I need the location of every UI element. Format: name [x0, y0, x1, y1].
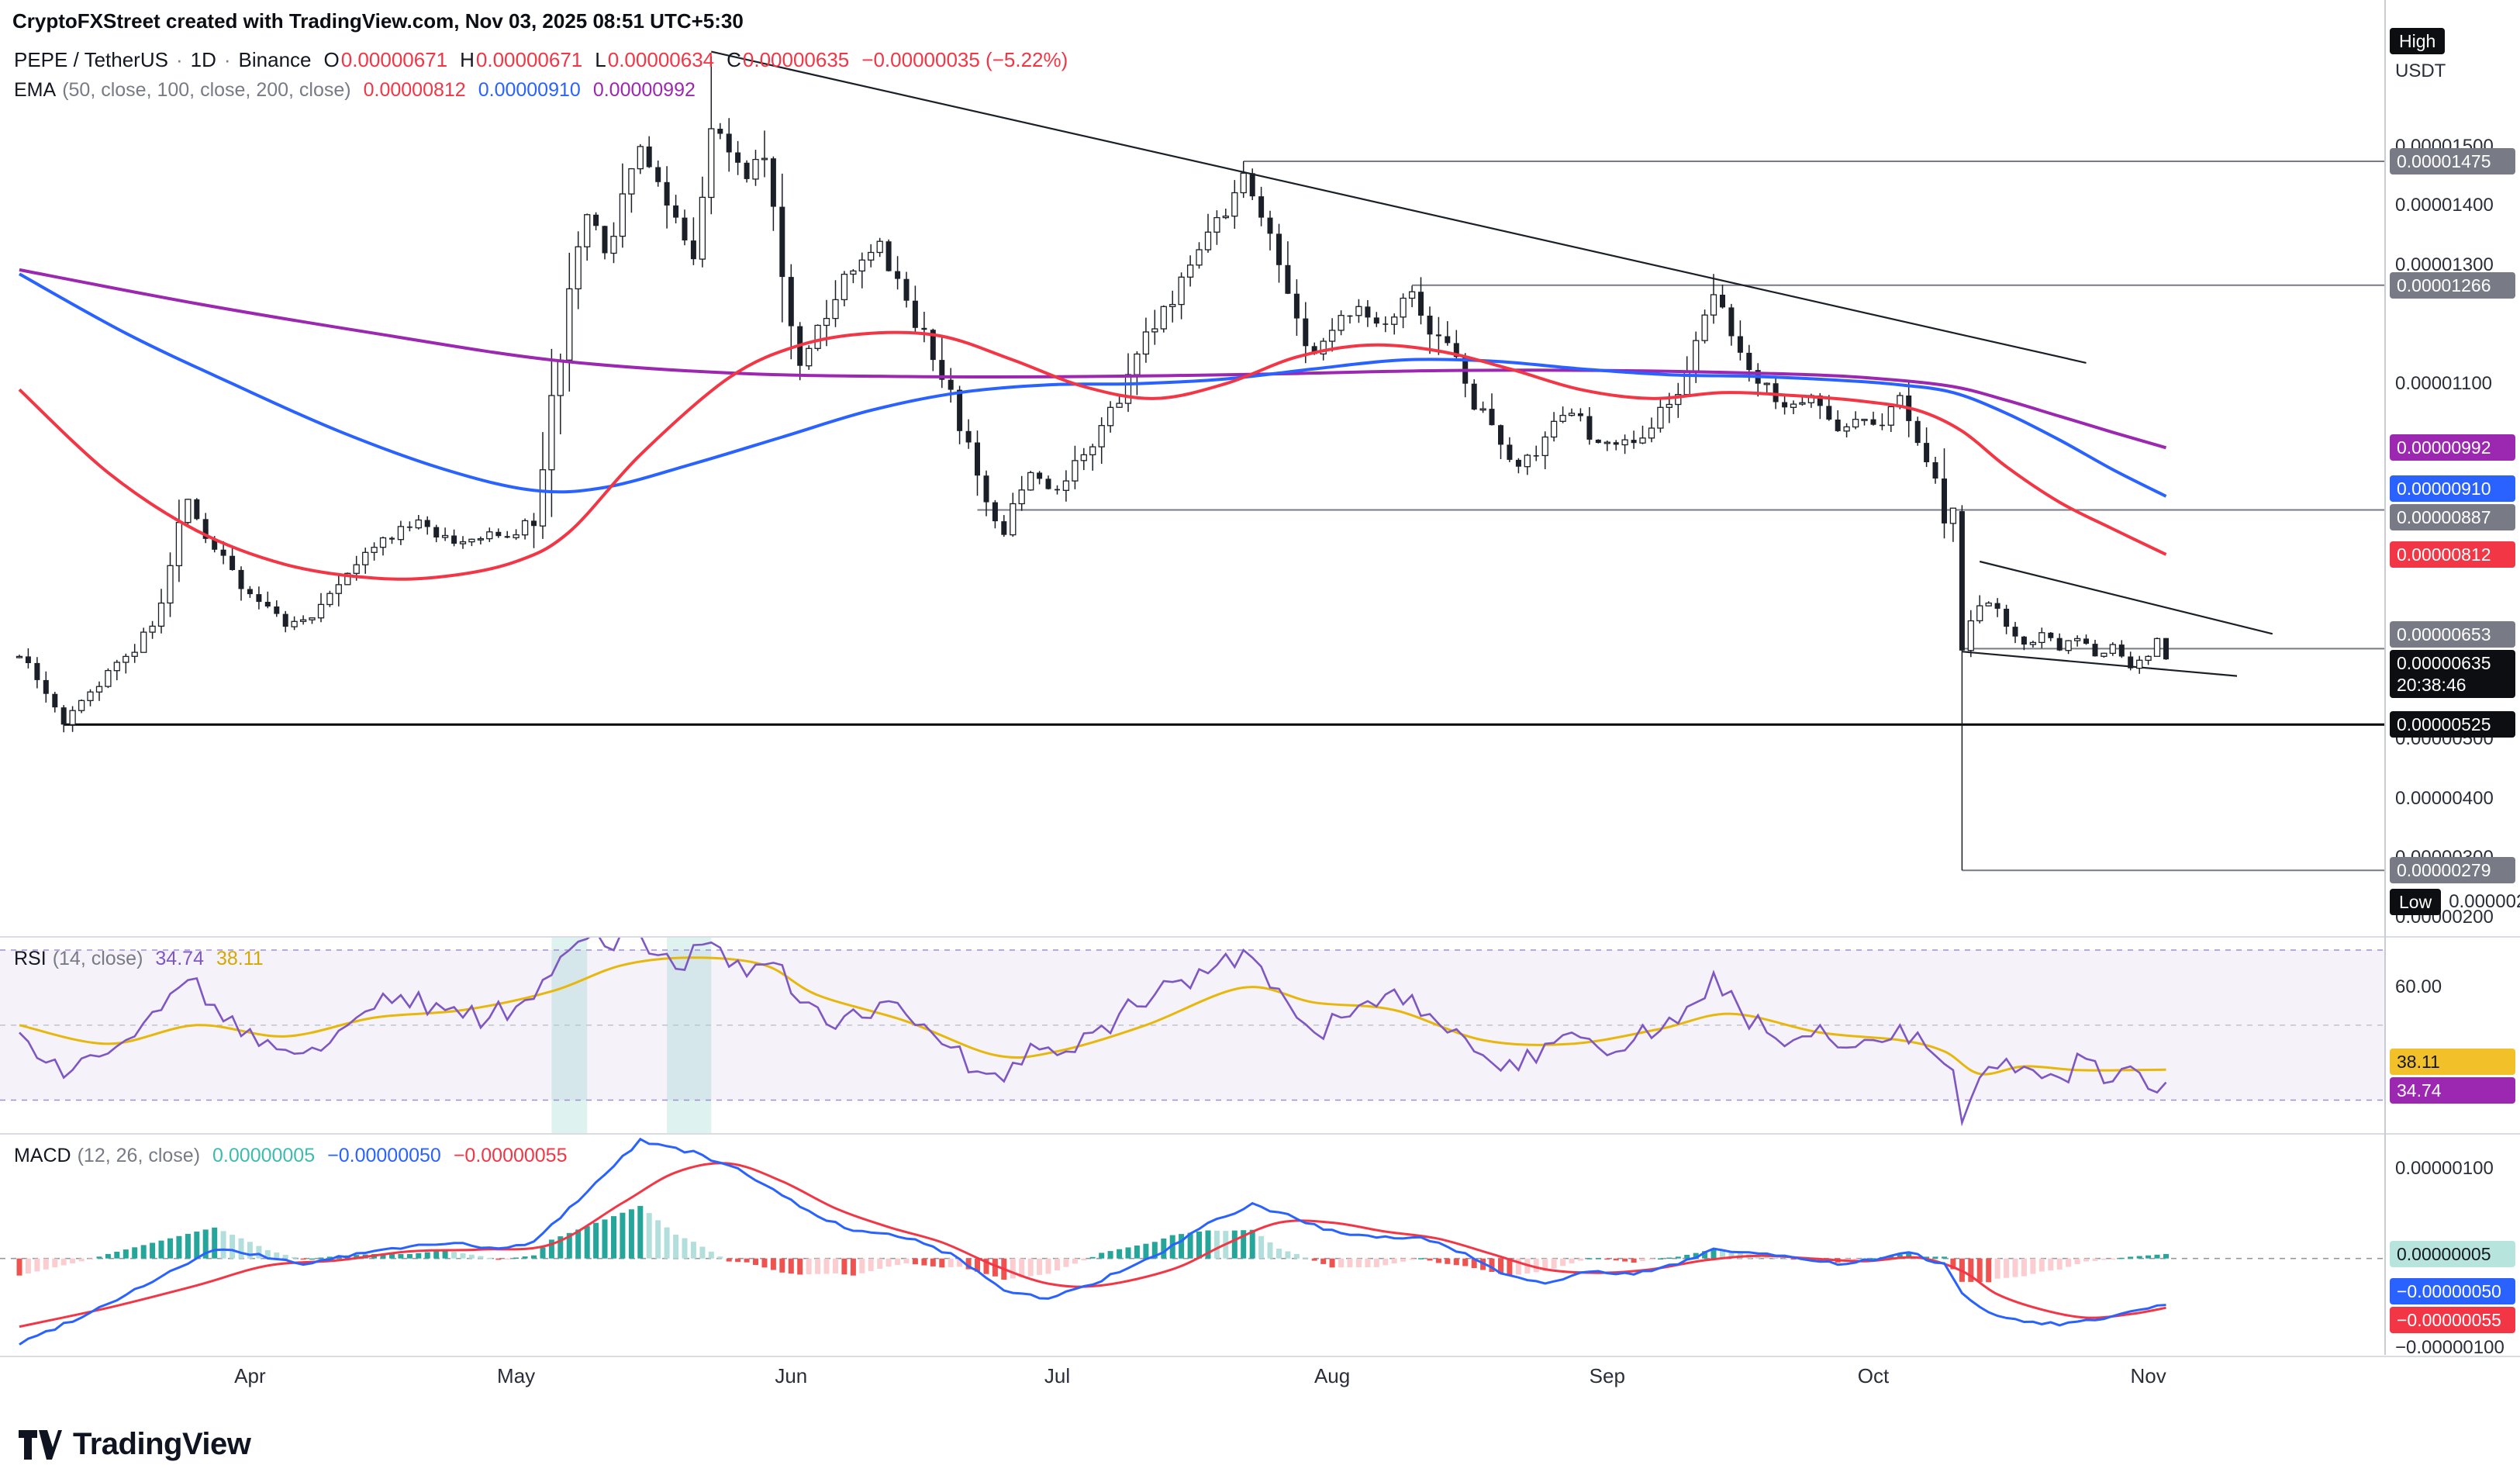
macd-tick-label: 0.00000100 — [2395, 1158, 2494, 1180]
price-level-badge: 0.00000653 — [2390, 620, 2515, 648]
legend-separator: · — [175, 48, 183, 71]
axis-high-badge: High — [2390, 28, 2446, 54]
macd-signal-line[interactable] — [19, 1162, 2166, 1329]
ema-params: (50, close, 100, close, 200, close) — [62, 79, 351, 101]
ema-200-line[interactable] — [19, 268, 2167, 450]
macd-tick-label: −0.00000100 — [2395, 1337, 2504, 1359]
countdown-label: 20:38:46 — [2397, 674, 2466, 695]
macd-indicator-name: MACD — [14, 1145, 71, 1166]
price-level-badge: 0.00000525 — [2390, 711, 2515, 738]
time-axis[interactable]: Apr May Jun Jul Aug Sep Oct Nov — [0, 1356, 2520, 1397]
rsi-ma-value: 38.11 — [216, 948, 264, 969]
rsi-legend[interactable]: RSI (14, close) 34.74 38.11 — [14, 948, 264, 970]
month-label-nov: Nov — [2130, 1364, 2166, 1387]
symbol-legend[interactable]: PEPE / TetherUS · 1D · Binance O0.000006… — [14, 48, 1068, 72]
axis-low-row: Low 0.00000279 — [2390, 889, 2520, 915]
rsi-line[interactable] — [19, 937, 2167, 1127]
ema-indicator-name: EMA — [14, 79, 57, 101]
axis-low-value: 0.00000279 — [2449, 891, 2520, 912]
price-tick-label: 0.00001400 — [2395, 195, 2494, 216]
panel-separator — [0, 936, 2520, 938]
price-tick-label: 0.00000400 — [2395, 787, 2494, 809]
rsi-panel[interactable] — [0, 937, 2520, 1134]
month-label-aug: Aug — [1314, 1364, 1351, 1387]
low-letter: L — [595, 48, 606, 71]
price-level-badge: 0.00000992 — [2390, 434, 2515, 461]
open-value: O0.00000671 — [323, 48, 448, 71]
rsi-value: 34.74 — [155, 948, 204, 969]
candle-wicks — [19, 56, 2167, 871]
macd-legend[interactable]: MACD (12, 26, close) 0.00000005 −0.00000… — [14, 1145, 568, 1167]
tradingview-logo-icon — [19, 1429, 62, 1460]
rsi-tick-label: 60.00 — [2395, 976, 2442, 998]
macd-value-badge: −0.00000050 — [2390, 1277, 2515, 1304]
month-label-may: May — [497, 1364, 536, 1387]
high-value: H0.00000671 — [460, 48, 583, 71]
rsi-overbought-strip — [551, 937, 588, 1134]
month-label-sep: Sep — [1589, 1364, 1625, 1387]
macd-params: (12, 26, close) — [77, 1145, 201, 1166]
axis-low-badge: Low — [2390, 889, 2442, 915]
month-label-apr: Apr — [234, 1364, 266, 1387]
month-label-jun: Jun — [775, 1364, 808, 1387]
macd-hist-value: 0.00000005 — [212, 1145, 316, 1166]
low-value: L0.00000634 — [595, 48, 715, 71]
macd-line[interactable] — [19, 1137, 2166, 1346]
ema-legend[interactable]: EMA (50, close, 100, close, 200, close) … — [14, 79, 696, 102]
macd-signal-value: −0.00000055 — [453, 1145, 568, 1166]
macd-panel[interactable] — [0, 1134, 2520, 1355]
price-level-badge: 0.00001266 — [2390, 271, 2515, 299]
exchange-label: Binance — [238, 48, 312, 71]
tradingview-brand: TradingView — [73, 1427, 251, 1461]
panel-separator — [0, 1356, 2520, 1357]
trendline-1[interactable] — [1979, 560, 2273, 635]
close-letter: C — [727, 48, 741, 71]
rsi-overbought-strip — [667, 937, 712, 1134]
change-value: −0.00000035 (−5.22%) — [861, 48, 1068, 71]
interval-label: 1D — [190, 48, 216, 71]
price-level-badge: 0.00000887 — [2390, 504, 2515, 531]
trendline-0[interactable] — [711, 50, 2087, 364]
price-tick-label: 0.00001100 — [2395, 372, 2493, 394]
symbol-name: PEPE / TetherUS — [14, 48, 168, 71]
open-letter: O — [323, 48, 340, 71]
price-level-badge: 0.00000910 — [2390, 475, 2515, 503]
high-letter: H — [460, 48, 475, 71]
rsi-band — [0, 950, 2384, 1101]
macd-value-badge: −0.00000055 — [2390, 1306, 2515, 1333]
price-tick-label: 0.00001300 — [2395, 254, 2494, 275]
price-axis[interactable]: High USDT 0.00001500 0.00001400 0.00001300 0.… — [2384, 0, 2520, 1358]
macd-histogram — [16, 1205, 2169, 1283]
price-level-badge: 0.00000812 — [2390, 541, 2515, 568]
rsi-value-badge: 38.11 — [2390, 1048, 2515, 1075]
ema100-value: 0.00000910 — [478, 79, 581, 101]
price-level-badge: 0.00000279 — [2390, 857, 2515, 884]
macd-value-badge: 0.00000005 — [2390, 1240, 2515, 1267]
macd-line-value: −0.00000050 — [327, 1145, 441, 1166]
rsi-indicator-name: RSI — [14, 948, 47, 969]
current-price-badge: 0.00000635 20:38:46 — [2390, 649, 2515, 698]
attribution-header: CryptoFXStreet created with TradingView.… — [12, 9, 744, 33]
ema200-value: 0.00000992 — [592, 79, 696, 101]
month-label-jul: Jul — [1044, 1364, 1071, 1387]
ema-100-line[interactable] — [19, 272, 2167, 498]
rsi-params: (14, close) — [52, 948, 143, 969]
tradingview-footer[interactable]: TradingView — [19, 1427, 251, 1462]
ema-50-line[interactable] — [18, 330, 2167, 581]
trendline-2[interactable] — [1962, 651, 2238, 677]
month-label-oct: Oct — [1857, 1364, 1890, 1387]
panel-separator — [0, 1133, 2520, 1135]
close-value: C0.00000635 — [727, 48, 850, 71]
up-candles[interactable] — [16, 128, 2161, 725]
price-panel[interactable] — [0, 0, 2520, 937]
price-level-badge: 0.00001475 — [2390, 148, 2515, 174]
rsi-value-badge: 34.74 — [2390, 1076, 2515, 1104]
legend-separator: · — [223, 48, 231, 71]
axis-currency-label: USDT — [2395, 60, 2446, 81]
ema50-value: 0.00000812 — [363, 79, 466, 101]
